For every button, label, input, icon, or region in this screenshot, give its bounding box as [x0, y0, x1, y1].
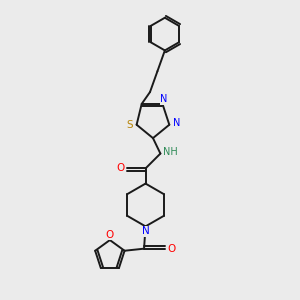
- Text: O: O: [116, 164, 124, 173]
- Text: N: N: [160, 94, 168, 104]
- Text: O: O: [167, 244, 175, 254]
- Text: NH: NH: [164, 147, 178, 157]
- Text: N: N: [142, 226, 149, 236]
- Text: O: O: [106, 230, 114, 240]
- Text: S: S: [127, 120, 134, 130]
- Text: N: N: [173, 118, 180, 128]
